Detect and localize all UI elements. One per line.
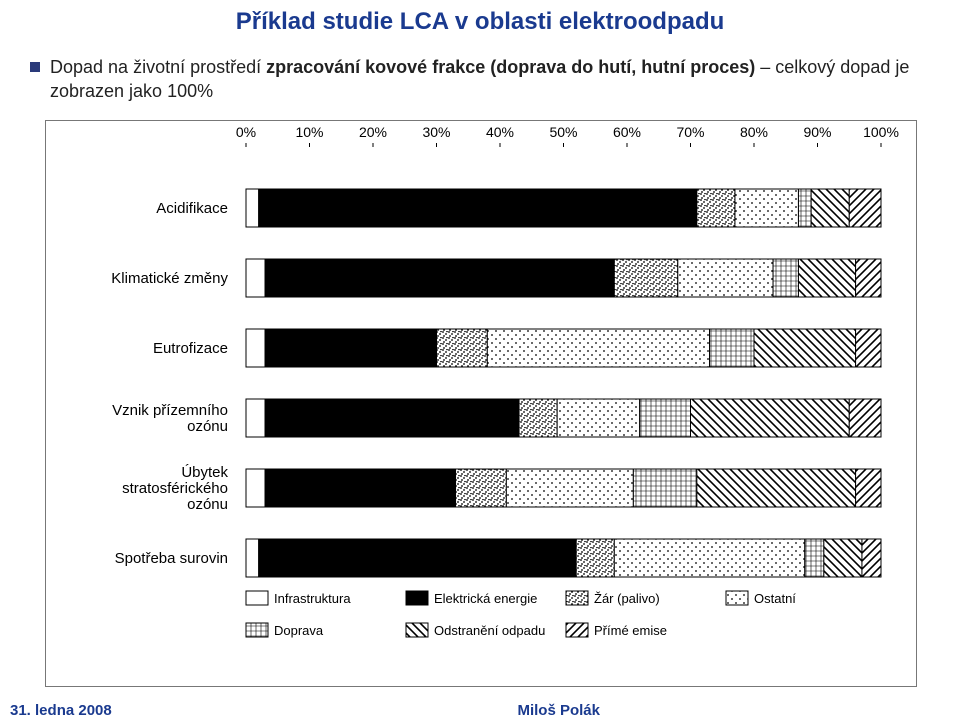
svg-text:Odstranění odpadu: Odstranění odpadu xyxy=(434,623,545,638)
svg-text:10%: 10% xyxy=(295,124,323,140)
svg-text:80%: 80% xyxy=(740,124,768,140)
bullet-text: Dopad na životní prostředí zpracování ko… xyxy=(50,55,910,104)
stacked-bar-chart: 0% 10% 20% 30% 40% 50% 60% 70% 80% 90% 100% Acidifi… xyxy=(45,120,917,687)
svg-text:50%: 50% xyxy=(549,124,577,140)
bullet-prefix: Dopad na životní prostředí xyxy=(50,57,266,77)
svg-text:100%: 100% xyxy=(863,124,899,140)
svg-text:Ostatní: Ostatní xyxy=(754,591,796,606)
bullet-bold: zpracování kovové frakce (doprava do hut… xyxy=(266,57,755,77)
svg-text:Přímé emise: Přímé emise xyxy=(594,623,667,638)
svg-text:stratosférického: stratosférického xyxy=(122,480,228,497)
bullet-square-icon xyxy=(30,62,40,72)
svg-text:Elektrická energie: Elektrická energie xyxy=(434,591,537,606)
svg-text:Úbytek: Úbytek xyxy=(181,464,228,481)
svg-text:Infrastruktura: Infrastruktura xyxy=(274,591,351,606)
svg-text:40%: 40% xyxy=(486,124,514,140)
svg-text:ozónu: ozónu xyxy=(187,418,228,435)
svg-text:0%: 0% xyxy=(236,124,256,140)
svg-text:Eutrofizace: Eutrofizace xyxy=(153,340,228,357)
bullet-row: Dopad na životní prostředí zpracování ko… xyxy=(30,55,910,104)
svg-text:Žár (palivo): Žár (palivo) xyxy=(594,591,660,606)
svg-text:ozónu: ozónu xyxy=(187,496,228,513)
svg-text:20%: 20% xyxy=(359,124,387,140)
page-title: Příklad studie LCA v oblasti elektroodpa… xyxy=(0,8,960,36)
svg-text:Klimatické změny: Klimatické změny xyxy=(111,270,228,287)
footer-author: Miloš Polák xyxy=(517,702,600,719)
svg-text:Vznik přízemního: Vznik přízemního xyxy=(112,402,228,419)
svg-text:Spotřeba surovin: Spotřeba surovin xyxy=(115,550,228,567)
svg-text:70%: 70% xyxy=(676,124,704,140)
svg-text:Acidifikace: Acidifikace xyxy=(156,200,228,217)
svg-text:90%: 90% xyxy=(803,124,831,140)
svg-text:30%: 30% xyxy=(422,124,450,140)
svg-text:Doprava: Doprava xyxy=(274,623,324,638)
svg-text:60%: 60% xyxy=(613,124,641,140)
footer-date: 31. ledna 2008 xyxy=(10,702,112,719)
